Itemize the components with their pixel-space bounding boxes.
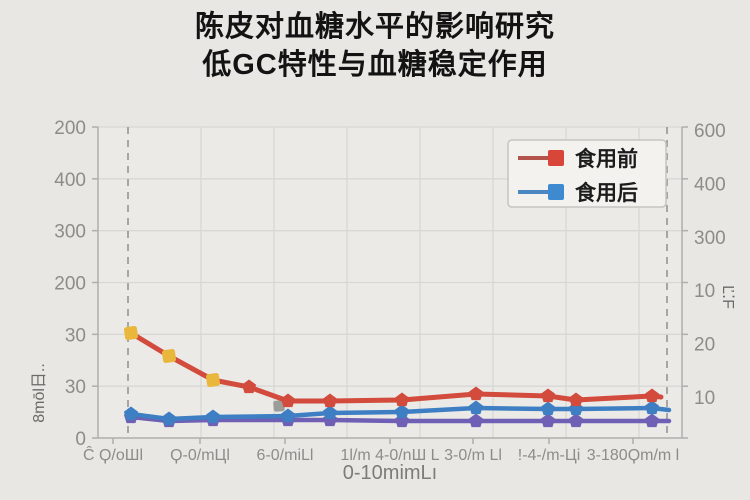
x-tick-label: Ĉ Ϙ/oШl [83,445,143,464]
x-tick-label: Ϙ-0/mЦl [170,447,230,464]
legend-item-before: 食用前 [518,147,638,171]
x-tick-label: 3-180Ϙm/m l [587,447,679,464]
legend-label-after: 食用后 [575,181,638,205]
x-tick-label: !-4-/m-Цi [518,447,581,464]
left-tick-label: 30 [65,377,86,398]
legend-label-before: 食用前 [575,147,638,171]
series-line [128,330,664,404]
legend-swatch-red [548,150,564,166]
left-tick-label: 400 [54,170,86,191]
axis-spines [92,126,688,444]
right-tick-label: 300 [694,228,726,249]
chart-title: 陈皮对血糖水平的影响研究 低GC特性与血糖稳定作用 [0,8,750,84]
gridlines [98,126,682,438]
right-tick-label: 400 [694,174,726,195]
left-tick-label: 300 [54,222,86,243]
left-tick-label: 200 [54,118,86,139]
right-tick-label: 600 [694,121,726,142]
right-tick-label: 10 [694,388,715,409]
x-tick-label: 6-0/miLl [257,447,314,464]
left-tick-label: 200 [54,274,86,295]
legend-swatch-blue [548,184,564,200]
legend: 食用前 食用后 [507,139,667,208]
left-tick-label: 0 [75,429,86,450]
left-tick-label: 30 [65,325,86,346]
right-tick-label: 20 [694,335,715,356]
right-tick-label: 10 [694,281,715,302]
chart-title-line1: 陈皮对血糖水平的影响研究 [194,11,555,43]
right-axis-label: Ľ⁚F [719,285,736,309]
data-series [123,325,672,428]
x-tick-label: 3-0/m Ll [444,447,502,464]
x-axis-title: 0-10mimLı [343,462,437,484]
x-tick-label: 1l/m 4-0/nШ L [340,447,439,464]
legend-item-after: 食用后 [518,181,638,205]
left-axis-label: 8mōl日.. [31,363,48,423]
chart-title-line2: 低GC特性与血糖稳定作用 [202,49,548,81]
